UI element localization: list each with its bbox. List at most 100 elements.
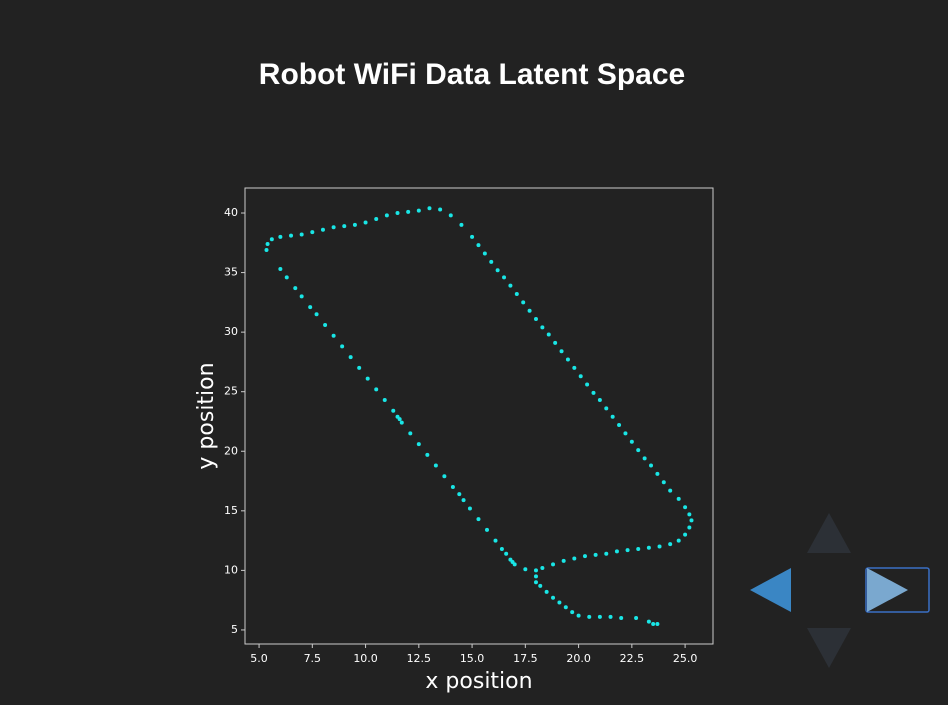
data-point (323, 322, 328, 327)
data-point (489, 259, 494, 264)
chart-title: Robot WiFi Data Latent Space (259, 58, 685, 91)
data-point (365, 376, 370, 381)
data-point (499, 546, 504, 551)
data-point (646, 619, 651, 624)
data-point (320, 227, 325, 232)
nav-right-focus (865, 567, 930, 613)
data-point (634, 616, 639, 621)
data-point (391, 408, 396, 413)
data-point (416, 442, 421, 447)
data-point (450, 484, 455, 489)
data-point (572, 365, 577, 370)
data-point (331, 333, 336, 338)
data-point (608, 614, 613, 619)
data-point (544, 589, 549, 594)
data-point (278, 234, 283, 239)
data-point (406, 209, 411, 214)
data-point (482, 251, 487, 256)
data-point (593, 552, 598, 557)
data-point (504, 551, 509, 556)
data-point (470, 234, 475, 239)
data-point (561, 558, 566, 563)
x-tick-label: 22.5 (620, 652, 645, 665)
data-point (668, 542, 673, 547)
data-point (551, 562, 556, 567)
data-point (293, 286, 298, 291)
data-point (614, 549, 619, 554)
data-point (399, 420, 404, 425)
x-axis-label: x position (425, 669, 532, 694)
navigation (750, 513, 930, 668)
data-point (597, 614, 602, 619)
data-point (438, 207, 443, 212)
data-point (655, 471, 660, 476)
data-point (314, 312, 319, 317)
data-point (523, 567, 528, 572)
data-point (331, 225, 336, 230)
data-point (269, 237, 274, 242)
data-point (661, 480, 666, 485)
data-point (340, 344, 345, 349)
data-point (585, 382, 590, 387)
y-tick-label: 35 (224, 266, 238, 279)
data-point (551, 595, 556, 600)
data-point (657, 544, 662, 549)
data-point (461, 498, 466, 503)
data-point (527, 308, 532, 313)
data-point (476, 517, 481, 522)
data-point (264, 247, 269, 252)
data-point (514, 292, 519, 297)
data-point (374, 216, 379, 221)
plot-frame (244, 187, 714, 645)
data-point (395, 211, 400, 216)
data-point (619, 616, 624, 621)
y-tick-label: 10 (224, 563, 238, 576)
data-point (467, 506, 472, 511)
data-point (508, 283, 513, 288)
x-tick-label: 10.0 (353, 652, 378, 665)
data-point (559, 349, 564, 354)
data-point (642, 456, 647, 461)
data-point (495, 268, 500, 273)
data-point (310, 230, 315, 235)
nav-left[interactable] (750, 568, 791, 612)
nav-right[interactable] (867, 568, 908, 612)
data-point (625, 548, 630, 553)
data-point (591, 390, 596, 395)
data-point (676, 496, 681, 501)
data-point (668, 488, 673, 493)
data-point (572, 556, 577, 561)
data-point (457, 492, 462, 497)
data-point (363, 220, 368, 225)
y-tick-label: 5 (231, 623, 238, 636)
data-point (408, 431, 413, 436)
data-point (587, 614, 592, 619)
data-point (582, 554, 587, 559)
data-point (576, 613, 581, 618)
nav-down[interactable] (807, 628, 851, 668)
data-point (655, 621, 660, 626)
data-point (546, 332, 551, 337)
y-tick-label: 20 (224, 444, 238, 457)
data-point (563, 605, 568, 610)
y-tick-label: 25 (224, 385, 238, 398)
y-tick-label: 30 (224, 325, 238, 338)
data-point (533, 317, 538, 322)
data-point (416, 208, 421, 213)
data-point (636, 448, 641, 453)
data-point (676, 538, 681, 543)
data-point (427, 206, 432, 211)
data-point (459, 222, 464, 227)
data-point (348, 355, 353, 360)
x-tick-label: 17.5 (513, 652, 538, 665)
data-point (610, 414, 615, 419)
data-point (649, 463, 654, 468)
data-point (299, 232, 304, 237)
data-point (557, 600, 562, 605)
data-point (553, 340, 558, 345)
data-point (540, 566, 545, 570)
data-point (533, 574, 538, 579)
data-point (604, 551, 609, 556)
nav-up[interactable] (807, 513, 851, 553)
x-tick-label: 20.0 (566, 652, 591, 665)
